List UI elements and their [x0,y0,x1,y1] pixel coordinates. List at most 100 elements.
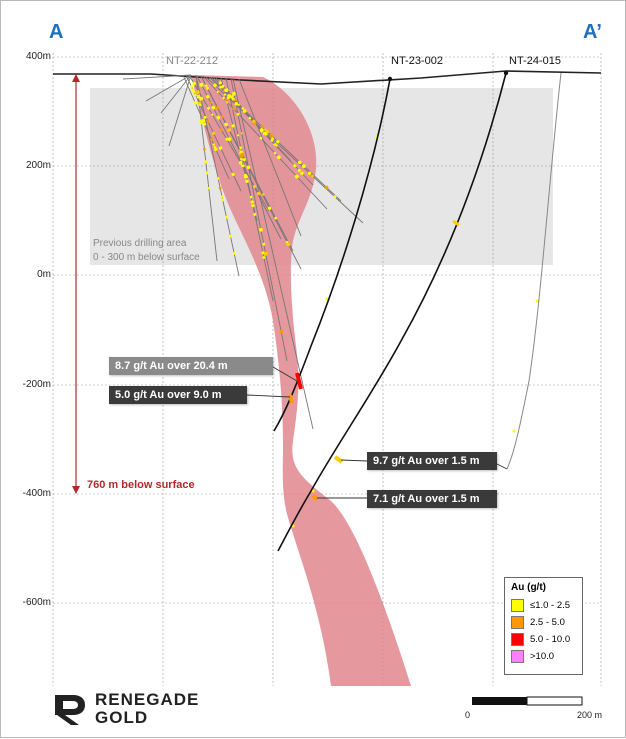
assay-point [199,82,204,87]
assay-point [231,124,235,128]
assay-point [256,191,261,196]
assay-point [252,119,256,123]
assay-point [213,83,217,88]
assay-point [203,115,207,119]
assay-point [203,122,207,126]
assay-point [270,139,274,142]
assay-point [219,85,223,89]
assay-point [262,131,267,136]
y-tick-label-minus-600: -600m [22,597,51,608]
assay-point [259,136,262,140]
assay-point [227,128,231,132]
assay-point [260,125,264,129]
leader-3 [340,459,368,462]
fan-hole-19 [238,78,302,237]
assay-point [199,103,202,107]
assay-point [220,115,224,119]
assay-point [276,140,280,144]
assay-point [535,299,539,303]
assay-point [236,112,240,116]
y-tick-label-minus-200: -200m [22,379,51,390]
assay-point [234,99,237,102]
assay-point [237,134,240,137]
assay-point [224,122,228,127]
assay-point [245,175,248,179]
intercept-callout-1: 8.7 g/t Au over 20.4 m [109,357,273,375]
assay-point [206,95,210,99]
assay-point [269,133,274,138]
assay-point [205,171,209,175]
depth-annotation-label: 760 m below surface [87,479,195,491]
assay-point [221,84,225,88]
legend-swatch [511,616,524,629]
assay-point [325,185,329,190]
assay-point [241,107,244,110]
assay-point [259,128,264,133]
assay-point [192,81,196,86]
assay-point [223,93,227,96]
assay-point [230,95,234,98]
assay-point [194,93,197,97]
assay-point [227,137,232,142]
assay-point [192,90,196,94]
assay-point [196,90,200,95]
assay-point [248,116,252,120]
fan-hole-6 [195,74,240,277]
assay-point [210,138,214,142]
assay-point [232,92,236,96]
drillhole-nt-24-015-grey [506,72,562,470]
assay-point [262,256,266,259]
assay-point [311,174,314,178]
assay-point [267,206,272,210]
scale-bar [472,696,583,706]
assay-point [249,195,253,199]
legend-item: >10.0 [511,648,576,665]
assay-point [227,94,232,98]
assay-point [294,174,299,179]
assay-point [252,184,257,189]
assay-point [225,137,229,141]
assay-point [229,234,232,238]
section-end-label: A’ [583,21,602,43]
assay-point [286,242,291,247]
previous-drilling-text: Previous drilling area 0 - 300 m below s… [93,237,200,265]
assay-point [214,147,218,151]
fan-hole-18 [232,78,314,430]
y-tick-label-400: 400m [25,51,51,62]
assay-point [225,215,228,219]
assay-point [219,128,223,132]
assay-point [263,128,267,131]
drillhole-nt-24-015 [277,72,507,552]
depth-arrow-head-bottom [72,486,80,494]
assay-point [225,98,229,102]
fan-hole-21 [182,74,230,180]
assay-point [206,86,209,90]
y-tick-label-200: 200m [25,160,51,171]
assay-point [225,101,229,104]
y-tick-label-minus-400: -400m [22,488,51,499]
assay-point [232,97,235,101]
assay-point [251,204,255,208]
assay-point [212,143,215,146]
assay-point [261,251,265,255]
assay-point [238,161,243,165]
fan-hole-17 [230,78,288,362]
intercept-callout-3: 9.7 g/t Au over 1.5 m [367,452,497,470]
assay-point [218,81,222,85]
intercept-callout-4: 7.1 g/t Au over 1.5 m [367,490,497,508]
assay-point [216,90,219,93]
assay-point [239,146,242,149]
assay-point [199,96,204,101]
collar-nt-24-015 [503,70,509,76]
assay-point [276,155,281,160]
assay-point [232,251,236,255]
assay-point [220,195,224,198]
scale-bar-end-label: 200 m [577,710,603,720]
assay-point [293,164,297,168]
intercept-highlight-5 [452,219,460,227]
assay-point [298,160,302,165]
assay-point [216,106,220,110]
assay-point [204,160,208,164]
assay-point [222,96,225,100]
